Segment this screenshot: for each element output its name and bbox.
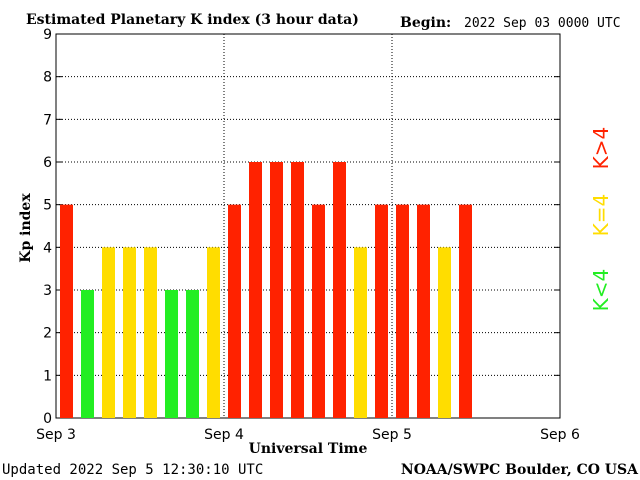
bars: [60, 162, 472, 418]
kp-bar: [270, 162, 283, 418]
y-tick-label: 6: [43, 155, 52, 171]
x-tick-labels: Sep 3 Sep 4 Sep 5 Sep 6: [36, 427, 580, 443]
kp-bar: [165, 290, 178, 418]
legend-green: K<4: [589, 269, 613, 312]
x-tick-label: Sep 3: [36, 427, 76, 443]
kp-bar: [228, 204, 241, 418]
kp-bar: [81, 290, 94, 418]
kp-bar: [249, 162, 262, 418]
kp-bar: [60, 204, 73, 418]
kp-bar: [291, 162, 304, 418]
y-tick-label: 9: [43, 27, 52, 43]
y-tick-label: 4: [43, 240, 52, 256]
x-tick-label: Sep 5: [372, 427, 412, 443]
kp-bar: [459, 204, 472, 418]
kp-bar: [438, 247, 451, 418]
y-tick-label: 8: [43, 70, 52, 86]
legend-yellow: K=4: [589, 194, 613, 237]
grid-lines: [56, 33, 560, 419]
y-tick-label: 3: [43, 283, 52, 299]
begin-value: 2022 Sep 03 0000 UTC: [464, 16, 621, 31]
x-axis-label: Universal Time: [249, 441, 368, 457]
kp-bar: [417, 204, 430, 418]
y-tick-label: 5: [43, 198, 52, 214]
kp-bar: [375, 204, 388, 418]
y-tick-label: 0: [43, 411, 52, 427]
chart-title: Estimated Planetary K index (3 hour data…: [26, 12, 359, 28]
x-tick-label: Sep 4: [204, 427, 244, 443]
kp-bar: [144, 247, 157, 418]
plot-frame: [55, 33, 561, 419]
kp-bar: [312, 204, 325, 418]
kp-bar: [207, 247, 220, 418]
begin-label: Begin:: [400, 15, 451, 31]
y-tick-label: 2: [43, 326, 52, 342]
updated-text: Updated 2022 Sep 5 12:30:10 UTC: [2, 462, 263, 478]
kp-bar: [333, 162, 346, 418]
kp-bar: [396, 204, 409, 418]
y-tick-labels: 0 1 2 3 4 5 6 7 8 9: [43, 27, 52, 427]
kp-bar: [102, 247, 115, 418]
x-tick-label: Sep 6: [540, 427, 580, 443]
y-tick-label: 1: [43, 368, 52, 384]
y-tick-label: 7: [43, 112, 52, 128]
legend-red: K>4: [589, 127, 613, 170]
kp-bar: [354, 247, 367, 418]
y-axis-label: Kp index: [18, 193, 34, 263]
kp-bar: [123, 247, 136, 418]
kp-bar: [186, 290, 199, 418]
source-text: NOAA/SWPC Boulder, CO USA: [401, 462, 639, 478]
